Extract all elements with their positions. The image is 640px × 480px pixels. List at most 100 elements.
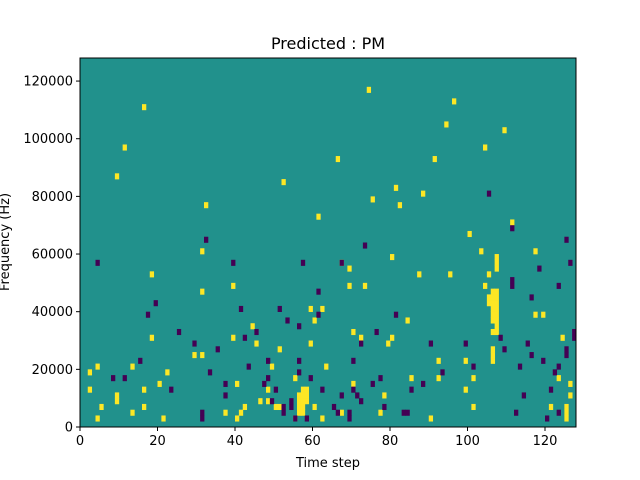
heatmap-cell-high (304, 386, 310, 393)
heatmap-cell-low (138, 357, 143, 364)
heatmap-cell-low (200, 415, 205, 422)
y-tick-label: 120000 (23, 75, 73, 90)
heatmap-cell-high (486, 300, 492, 307)
heatmap-cell-high (300, 403, 306, 411)
heatmap-cell-low (486, 190, 492, 197)
heatmap-cell-high (560, 334, 565, 341)
heatmap-cell-high (421, 190, 426, 197)
heatmap-cell-high (122, 144, 127, 151)
heatmap-cell-high (161, 415, 166, 422)
heatmap-cell-low (122, 375, 127, 382)
heatmap-cell-low (281, 403, 286, 411)
heatmap-cell-low (382, 403, 387, 411)
heatmap-cell-high (564, 415, 569, 422)
heatmap-cell-low (463, 340, 468, 347)
heatmap-cell-high (494, 311, 499, 318)
heatmap-cell-low (502, 346, 507, 353)
heatmap-cell-low (347, 409, 352, 416)
heatmap-cell-low (277, 305, 282, 312)
heatmap-cell-high (386, 340, 391, 347)
y-axis-label: Frequency (Hz) (0, 193, 13, 291)
heatmap-cell-low (169, 386, 174, 393)
heatmap-cell-high (486, 294, 492, 301)
heatmap-cell-low (471, 363, 476, 370)
heatmap-cell-high (258, 398, 263, 405)
heatmap-cell-high (300, 409, 306, 416)
heatmap-cell-high (312, 317, 317, 324)
heatmap-cell-low (331, 403, 337, 411)
heatmap-cell-low (537, 265, 542, 272)
x-tick-label: 100 (455, 434, 480, 449)
heatmap-cell-high (390, 254, 395, 261)
heatmap-cell-high (448, 271, 453, 278)
heatmap-cell-high (95, 363, 100, 370)
heatmap-cell-high (297, 409, 302, 416)
heatmap-cell-low (200, 409, 205, 416)
heatmap-cell-high (142, 403, 147, 411)
heatmap-cell-low (355, 392, 360, 399)
heatmap-cell-high (320, 305, 325, 312)
chart-title: Predicted : PM (271, 34, 385, 53)
heatmap-cell-high (87, 386, 93, 393)
heatmap-cell-low (440, 369, 445, 376)
heatmap-cell-high (312, 403, 317, 411)
heatmap-cell-low (289, 398, 294, 405)
heatmap-cell-high (95, 415, 100, 422)
heatmap-cell-high (490, 357, 496, 364)
heatmap-cell-low (362, 242, 368, 249)
heatmap-cell-high (200, 352, 205, 359)
heatmap-cell-low (266, 375, 271, 382)
heatmap-cell-low (498, 334, 503, 341)
y-tick-label: 0 (65, 421, 73, 436)
heatmap-cell-high (300, 386, 306, 393)
heatmap-cell-low (223, 392, 228, 399)
heatmap-cell-high (444, 121, 449, 128)
heatmap-cell-high (362, 282, 368, 289)
heatmap-cell-high (452, 98, 457, 105)
heatmap-cell-high (235, 415, 240, 422)
heatmap-cell-high (397, 202, 403, 209)
heatmap-cell-high (266, 398, 271, 405)
heatmap-cell-low (204, 236, 209, 243)
heatmap-cell-high (494, 288, 499, 295)
heatmap-cell-high (300, 398, 306, 405)
heatmap-cell-high (490, 317, 496, 324)
heatmap-cell-low (374, 328, 379, 336)
x-tick-label: 80 (382, 434, 399, 449)
heatmap-cell-low (320, 386, 325, 393)
heatmap-cell-high (99, 403, 104, 411)
x-axis-label: Time step (295, 456, 360, 471)
y-tick-label: 60000 (32, 248, 73, 263)
heatmap-cell-high (533, 311, 538, 318)
heatmap-cell-low (421, 380, 426, 387)
heatmap-cell-high (548, 403, 554, 411)
heatmap-cell-high (281, 179, 286, 186)
heatmap-cell-high (490, 294, 496, 301)
x-tick-label: 120 (533, 434, 558, 449)
heatmap-cell-high (130, 409, 135, 416)
heatmap-cell-high (428, 415, 434, 422)
heatmap-cell-high (533, 248, 538, 255)
heatmap-cell-low (405, 409, 410, 416)
heatmap-cell-high (556, 375, 561, 382)
heatmap-cell-high (347, 265, 352, 272)
heatmap-cell-high (114, 173, 120, 180)
heatmap-cell-low (297, 369, 302, 376)
heatmap-cell-high (490, 305, 496, 312)
heatmap-cell-high (366, 86, 372, 93)
heatmap-cell-low (231, 259, 236, 266)
heatmap-cell-high (339, 409, 344, 416)
heatmap-cell-high (293, 375, 298, 382)
heatmap-cell-low (281, 409, 286, 416)
heatmap-cell-low (428, 340, 434, 347)
heatmap-cell-low (401, 409, 406, 416)
y-tick-label: 20000 (32, 363, 73, 378)
heatmap-cell-low (564, 236, 569, 243)
heatmap-cell-high (494, 265, 499, 272)
heatmap-cell-low (552, 369, 558, 376)
x-tick-label: 0 (76, 434, 84, 449)
heatmap-cell-low (378, 375, 383, 382)
heatmap-cell-high (490, 352, 496, 359)
heatmap-cell-high (149, 334, 155, 341)
